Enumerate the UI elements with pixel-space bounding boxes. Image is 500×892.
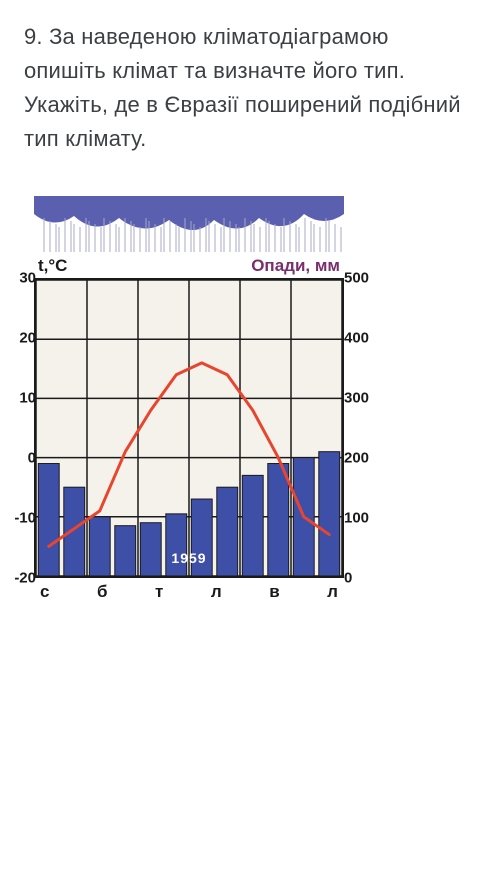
temp-tick: 0 [0,450,36,467]
temp-tick: 30 [0,270,36,287]
cloud-band [34,196,344,256]
precip-tick: 300 [344,390,384,407]
chart-area: 3020100-10-20 5004003002001000 1959 [34,278,344,578]
temp-tick: -20 [0,570,36,587]
month-label: в [269,582,279,602]
precip-tick: 100 [344,510,384,527]
question-number: 9. [24,24,43,49]
temp-axis-ticks: 3020100-10-20 [0,278,36,578]
temp-tick: 10 [0,390,36,407]
precip-tick: 500 [344,270,384,287]
climate-diagram: t,°C Опади, мм 3020100-10-20 50040030020… [34,196,344,602]
month-axis-labels: сбтлвл [34,578,344,602]
month-label: л [327,582,338,602]
cloud-svg [34,196,344,256]
chart-svg [36,280,342,576]
year-label: 1959 [171,550,206,566]
month-label: с [40,582,49,602]
temp-tick: 20 [0,330,36,347]
month-label: б [97,582,108,602]
temp-axis-label: t,°C [38,256,67,276]
month-label: л [211,582,222,602]
precip-tick: 400 [344,330,384,347]
question-text: За наведеною кліматодіаграмою опишіть кл… [24,24,461,151]
month-label: т [155,582,163,602]
precip-tick: 200 [344,450,384,467]
precip-axis-ticks: 5004003002001000 [344,278,384,578]
precip-tick: 0 [344,570,384,587]
temp-tick: -10 [0,510,36,527]
precip-axis-label: Опади, мм [251,256,340,276]
